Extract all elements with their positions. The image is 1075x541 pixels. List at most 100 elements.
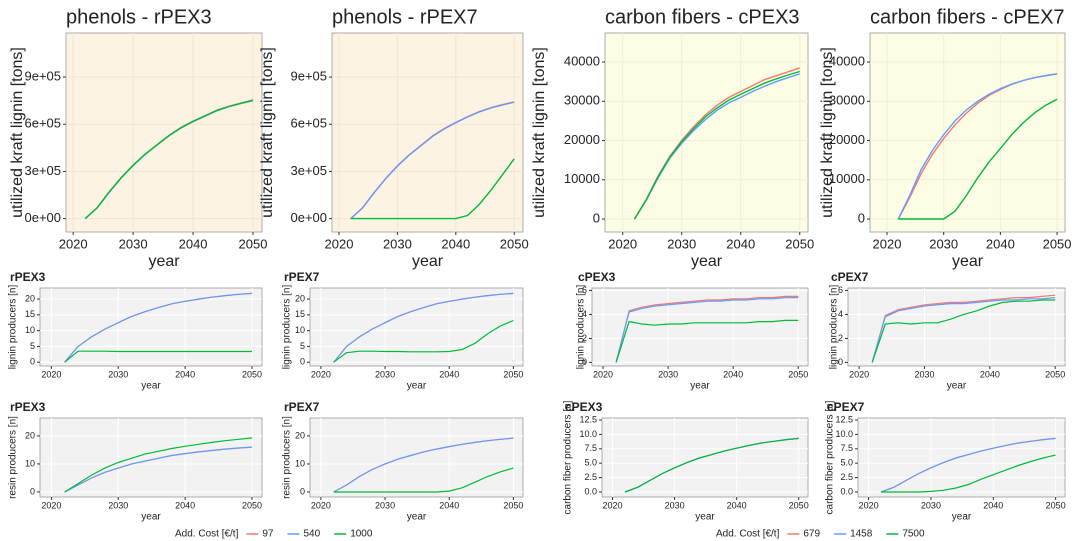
plot-background: [39, 287, 263, 367]
y-axis-label: lignin producers [n]: [829, 285, 840, 370]
chart-title: rPEX3: [10, 400, 46, 414]
y-tick-label: 0e+00: [290, 210, 327, 225]
legend-label: 1000: [350, 529, 373, 540]
series-line: [881, 454, 1056, 493]
x-axis-label: year: [148, 253, 180, 270]
x-tick-label: 2030: [108, 369, 128, 379]
y-tick-label: 10: [295, 325, 305, 335]
x-axis-label: year: [412, 253, 444, 270]
x-tick-label: 2020: [849, 369, 869, 379]
y-tick-label: 30000: [564, 93, 600, 108]
legend-label: 97: [262, 529, 274, 540]
x-tick-label: 2030: [921, 500, 941, 510]
x-tick-label: 2040: [439, 369, 459, 379]
series-line: [871, 299, 1056, 363]
chart-title: rPEX7: [284, 270, 320, 284]
plot-background: [331, 32, 524, 233]
y-axis-label: utilized kraft lignin [tons]: [259, 47, 276, 218]
x-tick-label: 2030: [667, 236, 696, 251]
y-tick-label: 9e+05: [290, 68, 327, 83]
series-line: [633, 70, 800, 220]
plot-background: [309, 417, 524, 498]
chart-title: carbon fibers - cPEX7: [870, 6, 1065, 28]
y-tick-label: 10000: [564, 171, 600, 186]
x-axis-label: year: [952, 253, 984, 270]
y-tick-label: 2: [838, 333, 843, 343]
y-axis-label: utilized kraft lignin [tons]: [531, 47, 548, 218]
plot-background: [39, 417, 263, 498]
chart-title: rPEX7: [284, 400, 320, 414]
series-line: [615, 295, 799, 363]
plot-background: [604, 32, 809, 233]
y-tick-label: 5.0: [840, 458, 853, 468]
y-tick-label: 12.5: [579, 414, 597, 424]
series-line: [64, 437, 253, 493]
x-tick-label: 2040: [179, 236, 208, 251]
chart-title: phenols - rPEX3: [66, 6, 212, 28]
y-tick-label: 15: [295, 309, 305, 319]
x-tick-label: 2020: [41, 369, 61, 379]
x-tick-label: 2020: [593, 369, 613, 379]
y-tick-label: 20000: [564, 132, 600, 147]
x-tick-label: 2050: [785, 236, 814, 251]
x-tick-label: 2030: [914, 369, 934, 379]
x-tick-label: 2040: [980, 369, 1000, 379]
y-tick-label: 20: [25, 293, 35, 303]
x-tick-label: 2050: [242, 369, 262, 379]
x-tick-label: 2020: [603, 500, 623, 510]
chart-title: cPEX3: [565, 400, 603, 414]
x-tick-label: 2020: [608, 236, 637, 251]
x-tick-label: 2040: [986, 236, 1015, 251]
y-tick-label: 0e+00: [24, 210, 61, 225]
x-tick-label: 2040: [175, 500, 195, 510]
y-tick-label: 7.5: [840, 443, 853, 453]
series-line: [615, 297, 799, 363]
plot-background: [869, 32, 1066, 233]
x-tick-label: 2020: [859, 500, 879, 510]
y-tick-label: 6e+05: [290, 116, 327, 131]
x-tick-label: 2020: [41, 500, 61, 510]
legend-label: 679: [803, 529, 820, 540]
y-tick-label: 2: [582, 333, 587, 343]
y-tick-label: 20: [295, 430, 305, 440]
plot-background: [601, 417, 809, 498]
series-line: [871, 297, 1056, 363]
y-tick-label: 20: [295, 293, 305, 303]
y-tick-label: 20: [25, 430, 35, 440]
chart-title: rPEX3: [10, 270, 46, 284]
y-tick-label: 10: [25, 325, 35, 335]
x-axis-label: year: [690, 381, 710, 392]
series-line: [64, 350, 252, 363]
x-tick-label: 2040: [175, 369, 195, 379]
x-tick-label: 2050: [788, 369, 808, 379]
x-tick-label: 2050: [1045, 369, 1065, 379]
y-tick-label: 15: [25, 309, 35, 319]
x-tick-label: 2050: [1046, 500, 1066, 510]
legend-title: Add. Cost [€/t]: [175, 529, 239, 540]
x-axis-label: year: [691, 253, 723, 270]
series-line: [333, 467, 514, 493]
y-axis-label: resin producers [n]: [282, 416, 293, 499]
x-tick-label: 2020: [325, 236, 354, 251]
y-tick-label: 0.0: [584, 486, 597, 496]
x-axis-label: year: [947, 381, 967, 392]
x-tick-label: 2020: [311, 369, 331, 379]
x-tick-label: 2040: [726, 236, 755, 251]
y-tick-label: 10: [25, 458, 35, 468]
y-tick-label: 0: [838, 357, 843, 367]
y-tick-label: 6e+05: [24, 116, 61, 131]
y-tick-label: 0.0: [840, 486, 853, 496]
y-tick-label: 0: [593, 210, 600, 225]
x-tick-label: 2040: [983, 500, 1003, 510]
series-line: [880, 437, 1056, 493]
y-axis-label: lignin producers [n]: [282, 285, 293, 370]
y-tick-label: 2.5: [840, 472, 853, 482]
legend-label: 7500: [902, 529, 925, 540]
y-tick-label: 2.5: [584, 472, 597, 482]
y-tick-label: 4: [838, 309, 843, 319]
plot-background: [847, 287, 1066, 367]
x-tick-label: 2040: [727, 500, 747, 510]
y-axis-label: utilized kraft lignin [tons]: [9, 47, 26, 218]
series-line: [350, 101, 515, 220]
x-axis-label: year: [407, 512, 427, 523]
